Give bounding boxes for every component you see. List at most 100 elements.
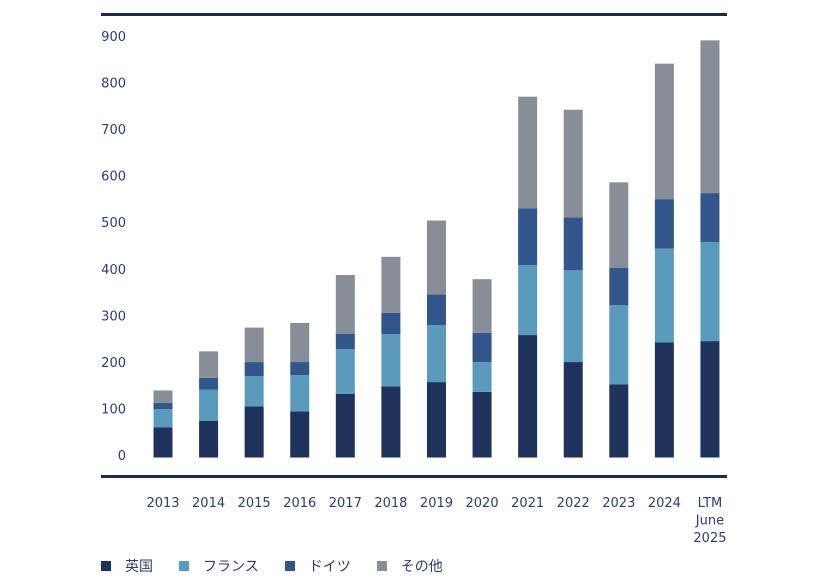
x-tick-label: 2015 bbox=[238, 496, 271, 511]
y-tick-label: 500 bbox=[101, 216, 126, 231]
bar-segment bbox=[199, 351, 219, 378]
bar-segment bbox=[472, 362, 492, 392]
bar-segment bbox=[563, 270, 583, 363]
bar-segment bbox=[518, 335, 538, 458]
bar-segment bbox=[153, 427, 173, 458]
x-tick-label: LTM June 2025 bbox=[693, 496, 726, 546]
bar-segment bbox=[563, 362, 583, 458]
x-tick-label: 2017 bbox=[329, 496, 362, 511]
legend-swatch-germany bbox=[284, 561, 295, 571]
x-tick-label: 2020 bbox=[466, 496, 499, 511]
bar-segment bbox=[381, 256, 401, 313]
bar-segment bbox=[244, 362, 264, 377]
bar-segment bbox=[199, 389, 219, 421]
bar-segment bbox=[199, 377, 219, 390]
bar-segment bbox=[654, 199, 674, 249]
y-axis: 0 100 200 300 400 500 600 700 800 900 bbox=[101, 30, 126, 464]
y-tick-label: 400 bbox=[101, 263, 126, 278]
legend: 英国 フランス ドイツ その他 bbox=[101, 556, 469, 576]
bar-stack bbox=[426, 220, 446, 458]
bar-segment bbox=[426, 382, 446, 458]
bar-segment bbox=[381, 334, 401, 387]
legend-item-germany: ドイツ bbox=[284, 556, 351, 576]
bar-stack bbox=[290, 322, 310, 458]
bar-segment bbox=[518, 96, 538, 209]
legend-item-other: その他 bbox=[376, 556, 443, 576]
bar-segment bbox=[381, 312, 401, 335]
x-tick-label: 2013 bbox=[146, 496, 179, 511]
bar-stack bbox=[472, 279, 492, 458]
bar-segment bbox=[426, 220, 446, 295]
bar-segment bbox=[518, 208, 538, 266]
bar-segment bbox=[563, 217, 583, 271]
bar-segment bbox=[290, 411, 310, 458]
legend-label-france: フランス bbox=[203, 559, 259, 575]
x-axis: 2013 2014 2015 2016 2017 2018 2019 2020 2021 2022… bbox=[146, 496, 726, 546]
bar-stack bbox=[563, 109, 583, 458]
bar-segment bbox=[518, 265, 538, 336]
y-tick-label: 100 bbox=[101, 402, 126, 417]
bar-stack bbox=[381, 256, 401, 458]
bar-segment bbox=[609, 268, 629, 306]
bar-segment bbox=[290, 322, 310, 363]
bar-stack bbox=[700, 40, 720, 458]
bar-segment bbox=[199, 420, 219, 458]
bar-segment bbox=[290, 362, 310, 376]
bar-segment bbox=[609, 182, 629, 269]
bar-segment bbox=[609, 384, 629, 458]
bar-segment bbox=[472, 391, 492, 458]
bar-segment bbox=[335, 275, 355, 334]
x-tick-label: 2021 bbox=[511, 496, 544, 511]
bar-segment bbox=[381, 386, 401, 458]
bar-stack bbox=[654, 63, 674, 458]
legend-label-other: その他 bbox=[400, 559, 443, 575]
bar-segment bbox=[426, 294, 446, 326]
y-tick-label: 600 bbox=[101, 170, 126, 185]
x-tick-label: 2016 bbox=[283, 496, 316, 511]
bar-segment bbox=[153, 390, 173, 404]
bar-stack bbox=[518, 96, 538, 458]
legend-item-france: フランス bbox=[179, 556, 259, 576]
x-tick-label: 2014 bbox=[192, 496, 225, 511]
legend-item-uk: 英国 bbox=[101, 556, 153, 576]
x-tick-label: 2024 bbox=[648, 496, 681, 511]
bar-segment bbox=[654, 248, 674, 343]
bar-segment bbox=[472, 332, 492, 363]
bar-segment bbox=[335, 333, 355, 350]
bar-segment bbox=[654, 342, 674, 458]
bar-segment bbox=[700, 193, 720, 242]
bar-segment bbox=[153, 403, 173, 410]
bar-stack bbox=[153, 390, 173, 458]
x-tick-label: 2022 bbox=[557, 496, 590, 511]
bar-segment bbox=[654, 63, 674, 200]
bar-segment bbox=[290, 375, 310, 412]
bar-stack bbox=[609, 182, 629, 458]
bar-segment bbox=[609, 305, 629, 385]
x-tick-label: 2018 bbox=[374, 496, 407, 511]
bar-segment bbox=[563, 109, 583, 218]
bar-segment bbox=[700, 341, 720, 458]
x-tick-label: 2019 bbox=[420, 496, 453, 511]
x-tick-label: 2023 bbox=[602, 496, 635, 511]
bar-segment bbox=[472, 279, 492, 333]
bar-stack bbox=[335, 275, 355, 458]
bar-segment bbox=[244, 376, 264, 407]
bar-segment bbox=[244, 327, 264, 363]
bar-segment bbox=[244, 406, 264, 458]
y-tick-label: 700 bbox=[101, 123, 126, 138]
bar-segment bbox=[700, 241, 720, 342]
y-tick-label: 0 bbox=[118, 449, 126, 464]
legend-swatch-france bbox=[179, 561, 189, 571]
bar-stack bbox=[244, 327, 264, 458]
legend-label-germany: ドイツ bbox=[308, 559, 351, 575]
legend-label-uk: 英国 bbox=[125, 559, 153, 575]
y-tick-label: 200 bbox=[101, 356, 126, 371]
y-tick-label: 300 bbox=[101, 309, 126, 324]
bar-segment bbox=[335, 393, 355, 458]
bar-segment bbox=[153, 409, 173, 428]
legend-swatch-uk bbox=[101, 561, 111, 571]
bars bbox=[153, 40, 720, 458]
y-tick-label: 800 bbox=[101, 77, 126, 92]
bar-segment bbox=[700, 40, 720, 194]
